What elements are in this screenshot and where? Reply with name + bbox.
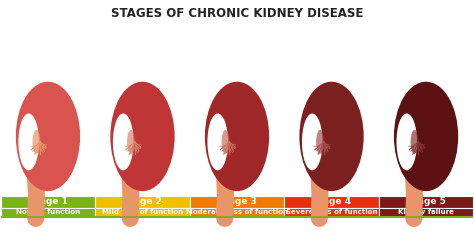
Ellipse shape — [221, 130, 229, 154]
Ellipse shape — [33, 130, 40, 154]
FancyBboxPatch shape — [0, 208, 95, 217]
FancyBboxPatch shape — [95, 208, 190, 217]
Ellipse shape — [18, 113, 39, 170]
Text: Stage 5: Stage 5 — [407, 197, 446, 206]
Text: Mild loss of function: Mild loss of function — [102, 209, 183, 215]
FancyBboxPatch shape — [190, 208, 284, 217]
Ellipse shape — [396, 113, 417, 170]
Text: Stage 4: Stage 4 — [312, 197, 351, 206]
Text: Normal function: Normal function — [16, 209, 80, 215]
FancyBboxPatch shape — [95, 196, 190, 208]
Text: STAGES OF CHRONIC KIDNEY DISEASE: STAGES OF CHRONIC KIDNEY DISEASE — [111, 7, 363, 20]
Ellipse shape — [205, 82, 269, 191]
FancyBboxPatch shape — [284, 196, 379, 208]
Text: Kidney failure: Kidney failure — [398, 209, 454, 215]
Text: Stage 1: Stage 1 — [28, 197, 67, 206]
Ellipse shape — [208, 113, 228, 170]
Ellipse shape — [110, 82, 174, 191]
Ellipse shape — [113, 113, 134, 170]
Text: Moderate loss of function: Moderate loss of function — [186, 209, 288, 215]
Ellipse shape — [127, 130, 135, 154]
FancyBboxPatch shape — [284, 208, 379, 217]
FancyBboxPatch shape — [379, 208, 474, 217]
Ellipse shape — [300, 82, 364, 191]
Text: Severe loss of function: Severe loss of function — [286, 209, 377, 215]
FancyBboxPatch shape — [190, 196, 284, 208]
Ellipse shape — [316, 130, 324, 154]
Text: Stage 2: Stage 2 — [123, 197, 162, 206]
Ellipse shape — [394, 82, 458, 191]
Ellipse shape — [410, 130, 419, 154]
FancyBboxPatch shape — [0, 217, 474, 247]
Ellipse shape — [302, 113, 322, 170]
FancyBboxPatch shape — [0, 196, 95, 208]
Text: Stage 3: Stage 3 — [218, 197, 256, 206]
Ellipse shape — [16, 82, 80, 191]
FancyBboxPatch shape — [379, 196, 474, 208]
